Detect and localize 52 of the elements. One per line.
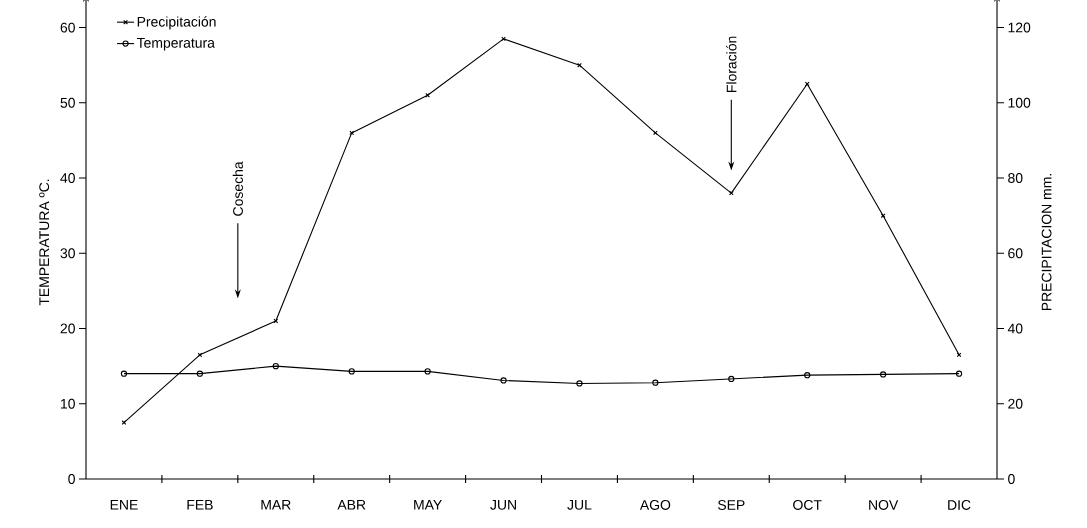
point [652,379,659,386]
x-tick-label: ENE [110,500,138,510]
point [728,190,734,196]
point [500,377,507,384]
point [879,371,887,378]
point [501,36,506,42]
point [425,92,431,98]
y-tick-label: 0 [68,474,75,484]
x-tick-label: ABR [337,500,366,510]
y2-tick-label: 0 [1008,474,1015,484]
x-tick-label: OCT [793,500,822,510]
legend-label: Precipitación [137,16,216,30]
annotation: Floración [726,36,737,92]
point [804,372,811,379]
y2-tick-label: 80 [1008,173,1023,183]
x-tick-label: JUN [490,500,516,510]
x-tick-label: SEP [717,500,745,510]
point [348,368,355,375]
x-tick-label: NOV [869,500,899,510]
y2-tick-label: 20 [1008,398,1023,409]
point [653,130,658,136]
point [424,368,431,375]
x-tick-label: DIC [948,500,971,510]
x-tick-label: JUL [567,500,592,510]
point [880,213,886,219]
y-tick-label: 10 [61,398,75,409]
y2-tick-label: 120 [1008,22,1031,33]
y-tick-label: 30 [60,248,75,259]
legend-label: Temperatura [136,38,215,51]
x-tick-label: FEB [187,500,213,510]
point [273,318,279,324]
point [196,370,204,377]
y-tick-label: 60 [60,22,75,33]
y-tick-label: 50 [60,97,75,108]
x-tick-label: MAR [261,500,291,510]
y2-axis-title: PRECIPITACION mm. [1041,174,1052,311]
point [577,62,582,68]
point [576,380,583,387]
point [728,375,735,383]
y2-tick-label: 60 [1008,248,1023,259]
x-tick-label: AGO [639,500,671,510]
point [349,130,355,136]
y-axis-title: TEMPERATURA ºC. [39,179,50,306]
y2-tick-label: 40 [1007,323,1023,334]
point [272,363,279,370]
y2-tick-label: 100 [1008,97,1031,108]
point [804,81,810,87]
x-tick-label: MAY [414,500,442,510]
annotation: Cosecha [232,161,243,216]
y-tick-label: 40 [60,173,75,183]
y-tick-label: 20 [60,323,75,334]
point [197,352,203,358]
